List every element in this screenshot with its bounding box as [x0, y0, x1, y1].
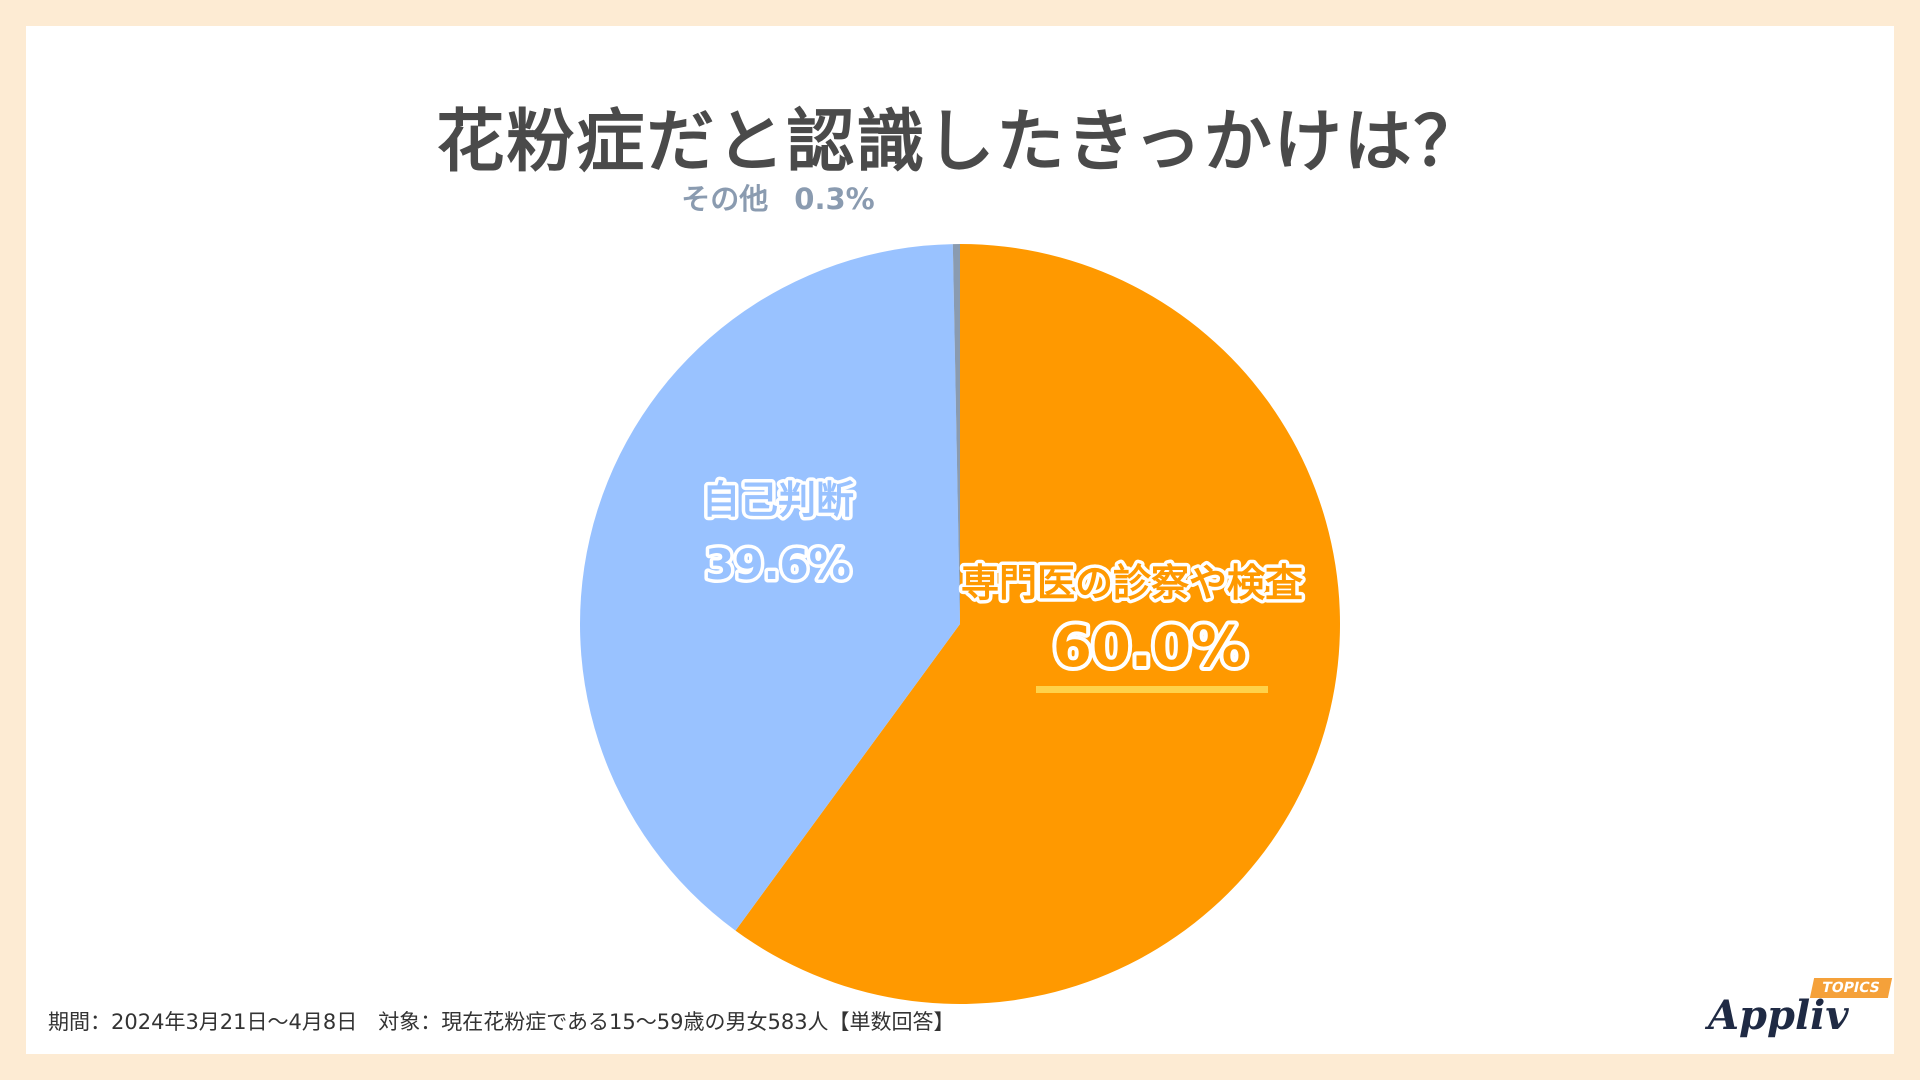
slice-self [580, 244, 960, 931]
chart-title: 花粉症だと認識したきっかけは？ [436, 103, 1484, 182]
pie-chart: 専門医の診察や検査 60.0% 自己判断 39.6% その他 0.3% [580, 182, 1341, 1004]
slice-label-other-name: その他 [681, 182, 768, 216]
slice-value-other: 0.3% [794, 182, 874, 216]
slice-value-self: 39.6% [705, 540, 851, 589]
slice-value-specialist: 60.0% [1053, 615, 1247, 680]
chart-card: 花粉症だと認識したきっかけは？ 専門医の診察や検査 60.0% 自己判断 39.… [26, 26, 1894, 1054]
survey-note: 期間：2024年3月21日〜4月8日 対象：現在花粉症である15〜59歳の男女5… [48, 1010, 955, 1034]
slice-label-other: その他 0.3% [681, 182, 874, 216]
slice-other [952, 244, 960, 624]
logo-wordmark: Appliv [1708, 992, 1849, 1039]
applive-logo: Appliv TOPICS [1686, 974, 1892, 1044]
value-underline [1036, 686, 1268, 693]
slice-label-self: 自己判断 [702, 478, 854, 522]
pie-slices [580, 244, 1341, 1004]
logo-badge: TOPICS [1809, 978, 1892, 998]
slice-label-specialist: 専門医の診察や検査 [961, 561, 1303, 605]
slice-specialist [735, 244, 1341, 1004]
